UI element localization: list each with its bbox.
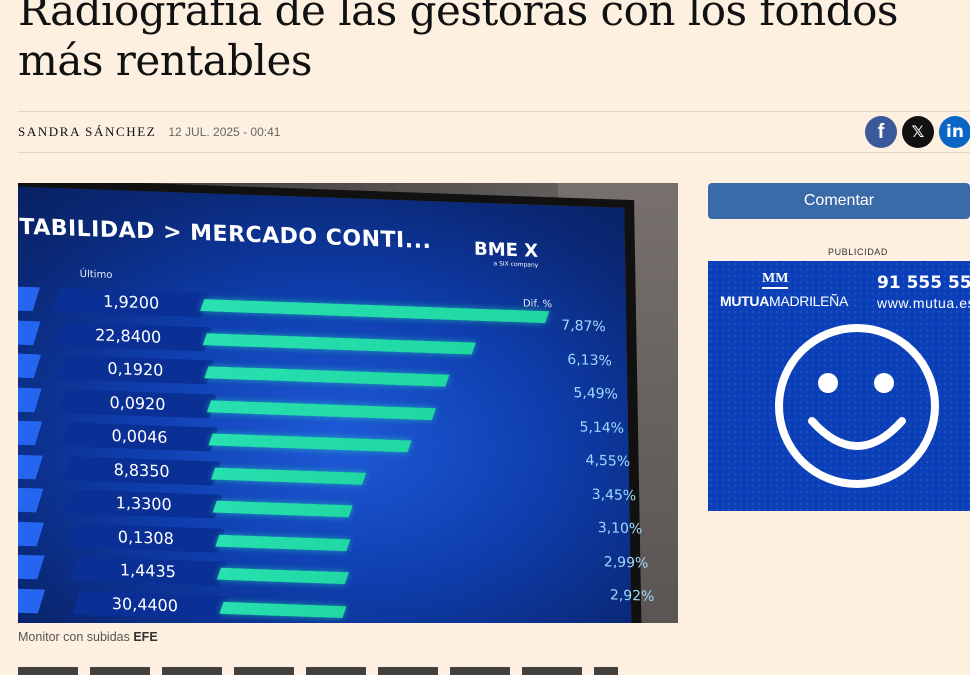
row-percent: 5,14% — [579, 418, 625, 437]
row-chip — [18, 285, 40, 312]
row-chip — [18, 385, 42, 412]
mutua-logo-name: MUTUAMADRILEÑA — [720, 293, 849, 309]
x-icon: 𝕏 — [911, 124, 925, 141]
row-value: 30,4400 — [111, 593, 179, 615]
photo-caption: Monitor con subidas EFE — [18, 630, 158, 644]
row-chip — [18, 587, 46, 613]
comment-button[interactable]: Comentar — [708, 183, 970, 219]
bme-logo-text: BME X — [473, 238, 539, 262]
facebook-share-button[interactable]: f — [865, 116, 897, 148]
row-bar — [200, 299, 550, 324]
row-value: 0,0920 — [109, 392, 166, 414]
row-value: 0,1920 — [107, 358, 164, 380]
row-chip — [18, 352, 42, 379]
row-value: 1,4435 — [119, 560, 177, 582]
facebook-icon: f — [877, 120, 885, 143]
column-header-ultimo: Último — [79, 268, 113, 281]
row-value: 0,1308 — [117, 526, 174, 548]
row-bar — [210, 467, 366, 485]
ad-label: PUBLICIDAD — [827, 247, 888, 257]
byline-bottom-divider — [18, 152, 970, 153]
row-bar — [212, 500, 353, 518]
row-bar — [208, 433, 412, 453]
smiley-icon — [775, 324, 939, 488]
article-headline: Radiografía de las gestoras con los fond… — [18, 0, 899, 85]
row-value: 1,9200 — [103, 291, 160, 313]
row-bar — [206, 399, 436, 420]
byline: SANDRA SÁNCHEZ 12 JUL. 2025 - 00:41 — [18, 122, 280, 142]
row-chip — [18, 486, 44, 513]
row-value: 1,3300 — [115, 493, 172, 515]
row-bar — [204, 366, 450, 387]
publish-date: 12 JUL. 2025 - 00:41 — [168, 125, 281, 139]
row-percent: 2,99% — [603, 553, 649, 572]
row-percent: 4,55% — [585, 452, 631, 471]
row-value: 8,8350 — [113, 459, 170, 481]
screen-title: ENTABILIDAD > MERCADO CONTI... — [18, 213, 432, 255]
linkedin-share-button[interactable]: in — [939, 116, 970, 148]
row-value: 0,0046 — [111, 425, 168, 447]
row-bar — [218, 601, 347, 618]
row-percent: 6,13% — [567, 351, 612, 369]
byline-top-divider — [18, 111, 970, 112]
author-name[interactable]: SANDRA SÁNCHEZ — [18, 124, 157, 139]
row-chip — [18, 419, 43, 446]
mutua-logo: MM MUTUAMADRILEÑA — [720, 271, 848, 309]
row-percent: 3,45% — [591, 486, 637, 504]
row-bar — [214, 534, 350, 551]
linkedin-icon: in — [946, 122, 964, 142]
screen-rows: 1,9200 7,87% 22,8400 6,13% 0,1920 5,49% 0,0920… — [18, 185, 661, 623]
row-chip — [18, 452, 43, 479]
caption-credit: EFE — [133, 630, 158, 644]
cutoff-text-line — [18, 667, 618, 675]
row-bar — [202, 332, 476, 355]
row-chip — [18, 553, 45, 580]
row-value: 22,8400 — [94, 324, 162, 347]
mutua-madrilena-ad[interactable]: MM MUTUAMADRILEÑA 91 555 55 55 www.mutua… — [708, 261, 970, 511]
row-chip — [18, 520, 44, 546]
caption-text: Monitor con subidas — [18, 630, 134, 644]
mutua-logo-mark: MM — [762, 271, 788, 289]
row-percent: 7,87% — [561, 317, 606, 336]
ad-phone-number: 91 555 55 55 — [877, 273, 970, 293]
row-percent: 2,92% — [609, 587, 655, 605]
article-body-cutoff — [18, 665, 668, 675]
x-share-button[interactable]: 𝕏 — [902, 116, 934, 148]
row-percent: 3,10% — [597, 519, 643, 538]
row-chip — [18, 318, 41, 345]
bme-logo-subtitle: a SIX company — [493, 260, 539, 269]
row-percent: 5,49% — [573, 385, 619, 403]
share-buttons: f 𝕏 in — [865, 116, 970, 148]
row-bar — [216, 567, 349, 585]
ad-website: www.mutua.es — [877, 295, 970, 311]
